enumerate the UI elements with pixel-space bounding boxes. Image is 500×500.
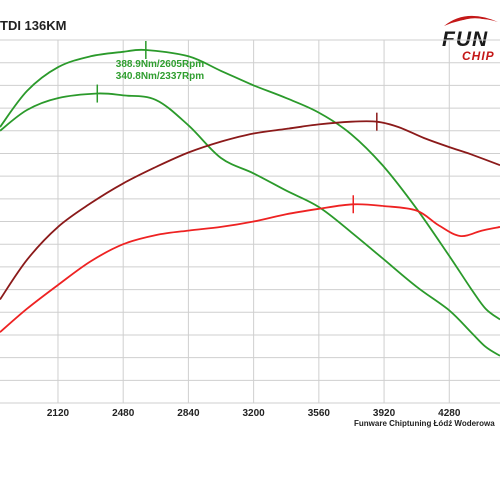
- x-tick-label: 2480: [112, 408, 135, 419]
- logo-word-chip: CHIP: [462, 49, 495, 63]
- x-tick-label: 3560: [308, 408, 331, 419]
- tuned-power-line: [0, 120, 500, 301]
- x-tick-label: 2840: [177, 408, 200, 419]
- tuned-torque-line: [0, 48, 500, 321]
- peak-annotation: 388.9Nm/2605Rpm: [116, 59, 204, 70]
- x-tick-label: 3200: [242, 408, 265, 419]
- peak-annotation: 340.8Nm/2337Rpm: [116, 71, 204, 82]
- chart-grid: [0, 39, 500, 404]
- footer-credit: Funware Chiptuning Łódź Woderowa: [354, 419, 495, 428]
- x-axis: 2120 2480 2840 3200 3560 3920 4280: [47, 408, 461, 419]
- x-tick-label: 3920: [373, 408, 396, 419]
- x-tick-label: 2120: [47, 408, 70, 419]
- stock-power-line: [0, 203, 500, 333]
- plot-area: [0, 40, 500, 357]
- logo-swoosh-icon: [444, 15, 498, 26]
- x-tick-label: 4280: [438, 408, 461, 419]
- chart-title: TDI 136KM: [0, 18, 67, 33]
- stock-torque-line: [0, 92, 500, 357]
